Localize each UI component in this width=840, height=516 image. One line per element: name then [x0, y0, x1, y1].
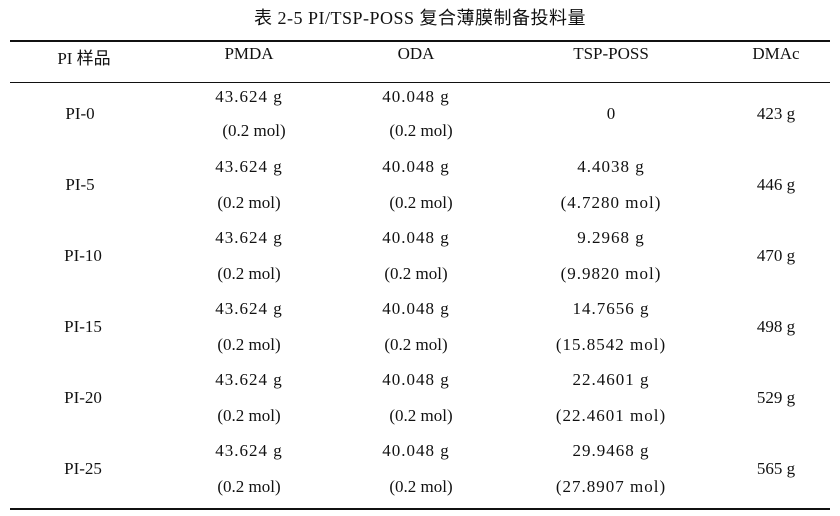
- cell-oda-mol: (0.2 mol): [389, 193, 453, 212]
- cell-pmda-mol: (0.2 mol): [217, 193, 281, 212]
- cell-pmda-mass: 43.624 g: [215, 228, 283, 247]
- header-tsp-poss: TSP-POSS: [573, 44, 649, 63]
- cell-pmda-mass: 43.624 g: [215, 157, 283, 176]
- cell-oda-mol: (0.2 mol): [389, 477, 453, 496]
- header-sample: PI 样品: [57, 49, 111, 68]
- cell-pmda-mol: (0.2 mol): [222, 121, 286, 140]
- header-dmac: DMAc: [752, 44, 800, 63]
- cell-sample: PI-0: [65, 104, 95, 123]
- cell-tsp-mol: (9.9820 mol): [560, 264, 662, 283]
- cell-oda-mol: (0.2 mol): [384, 335, 448, 354]
- bottom-rule: [10, 508, 830, 510]
- header-pmda: PMDA: [224, 44, 274, 63]
- cell-oda-mass: 40.048 g: [382, 87, 450, 106]
- cell-dmac: 565 g: [756, 459, 796, 478]
- top-rule: [10, 40, 830, 42]
- cell-tsp-mass: 29.9468 g: [572, 441, 650, 460]
- cell-pmda-mass: 43.624 g: [215, 370, 283, 389]
- cell-oda-mass: 40.048 g: [382, 299, 450, 318]
- cell-tsp-mol: (27.8907 mol): [555, 477, 667, 496]
- cell-dmac: 423 g: [756, 104, 796, 123]
- cell-tsp-mass: 4.4038 g: [577, 157, 645, 176]
- cell-tsp-mass: 22.4601 g: [572, 370, 650, 389]
- cell-tsp-mass: 9.2968 g: [577, 228, 645, 247]
- cell-oda-mol: (0.2 mol): [384, 264, 448, 283]
- cell-tsp-mol: (22.4601 mol): [555, 406, 667, 425]
- cell-pmda-mol: (0.2 mol): [217, 477, 281, 496]
- header-rule: [10, 82, 830, 83]
- cell-pmda-mass: 43.624 g: [215, 87, 283, 106]
- cell-oda-mass: 40.048 g: [382, 441, 450, 460]
- cell-sample: PI-15: [64, 317, 102, 336]
- cell-sample: PI-20: [64, 388, 102, 407]
- cell-dmac: 470 g: [756, 246, 796, 265]
- cell-tsp-mass: 14.7656 g: [572, 299, 650, 318]
- cell-tsp-mass: 0: [606, 104, 616, 123]
- cell-sample: PI-5: [65, 175, 95, 194]
- cell-tsp-mol: (4.7280 mol): [560, 193, 662, 212]
- header-oda: ODA: [397, 44, 435, 63]
- cell-pmda-mol: (0.2 mol): [217, 406, 281, 425]
- cell-dmac: 529 g: [756, 388, 796, 407]
- cell-pmda-mass: 43.624 g: [215, 299, 283, 318]
- cell-pmda-mol: (0.2 mol): [217, 335, 281, 354]
- cell-oda-mol: (0.2 mol): [389, 121, 453, 140]
- cell-dmac: 446 g: [756, 175, 796, 194]
- table-caption: 表 2-5 PI/TSP-POSS 复合薄膜制备投料量: [253, 8, 587, 28]
- cell-oda-mass: 40.048 g: [382, 228, 450, 247]
- cell-pmda-mol: (0.2 mol): [217, 264, 281, 283]
- cell-dmac: 498 g: [756, 317, 796, 336]
- cell-oda-mol: (0.2 mol): [389, 406, 453, 425]
- cell-sample: PI-25: [64, 459, 102, 478]
- cell-pmda-mass: 43.624 g: [215, 441, 283, 460]
- cell-sample: PI-10: [64, 246, 102, 265]
- cell-oda-mass: 40.048 g: [382, 370, 450, 389]
- cell-oda-mass: 40.048 g: [382, 157, 450, 176]
- cell-tsp-mol: (15.8542 mol): [555, 335, 667, 354]
